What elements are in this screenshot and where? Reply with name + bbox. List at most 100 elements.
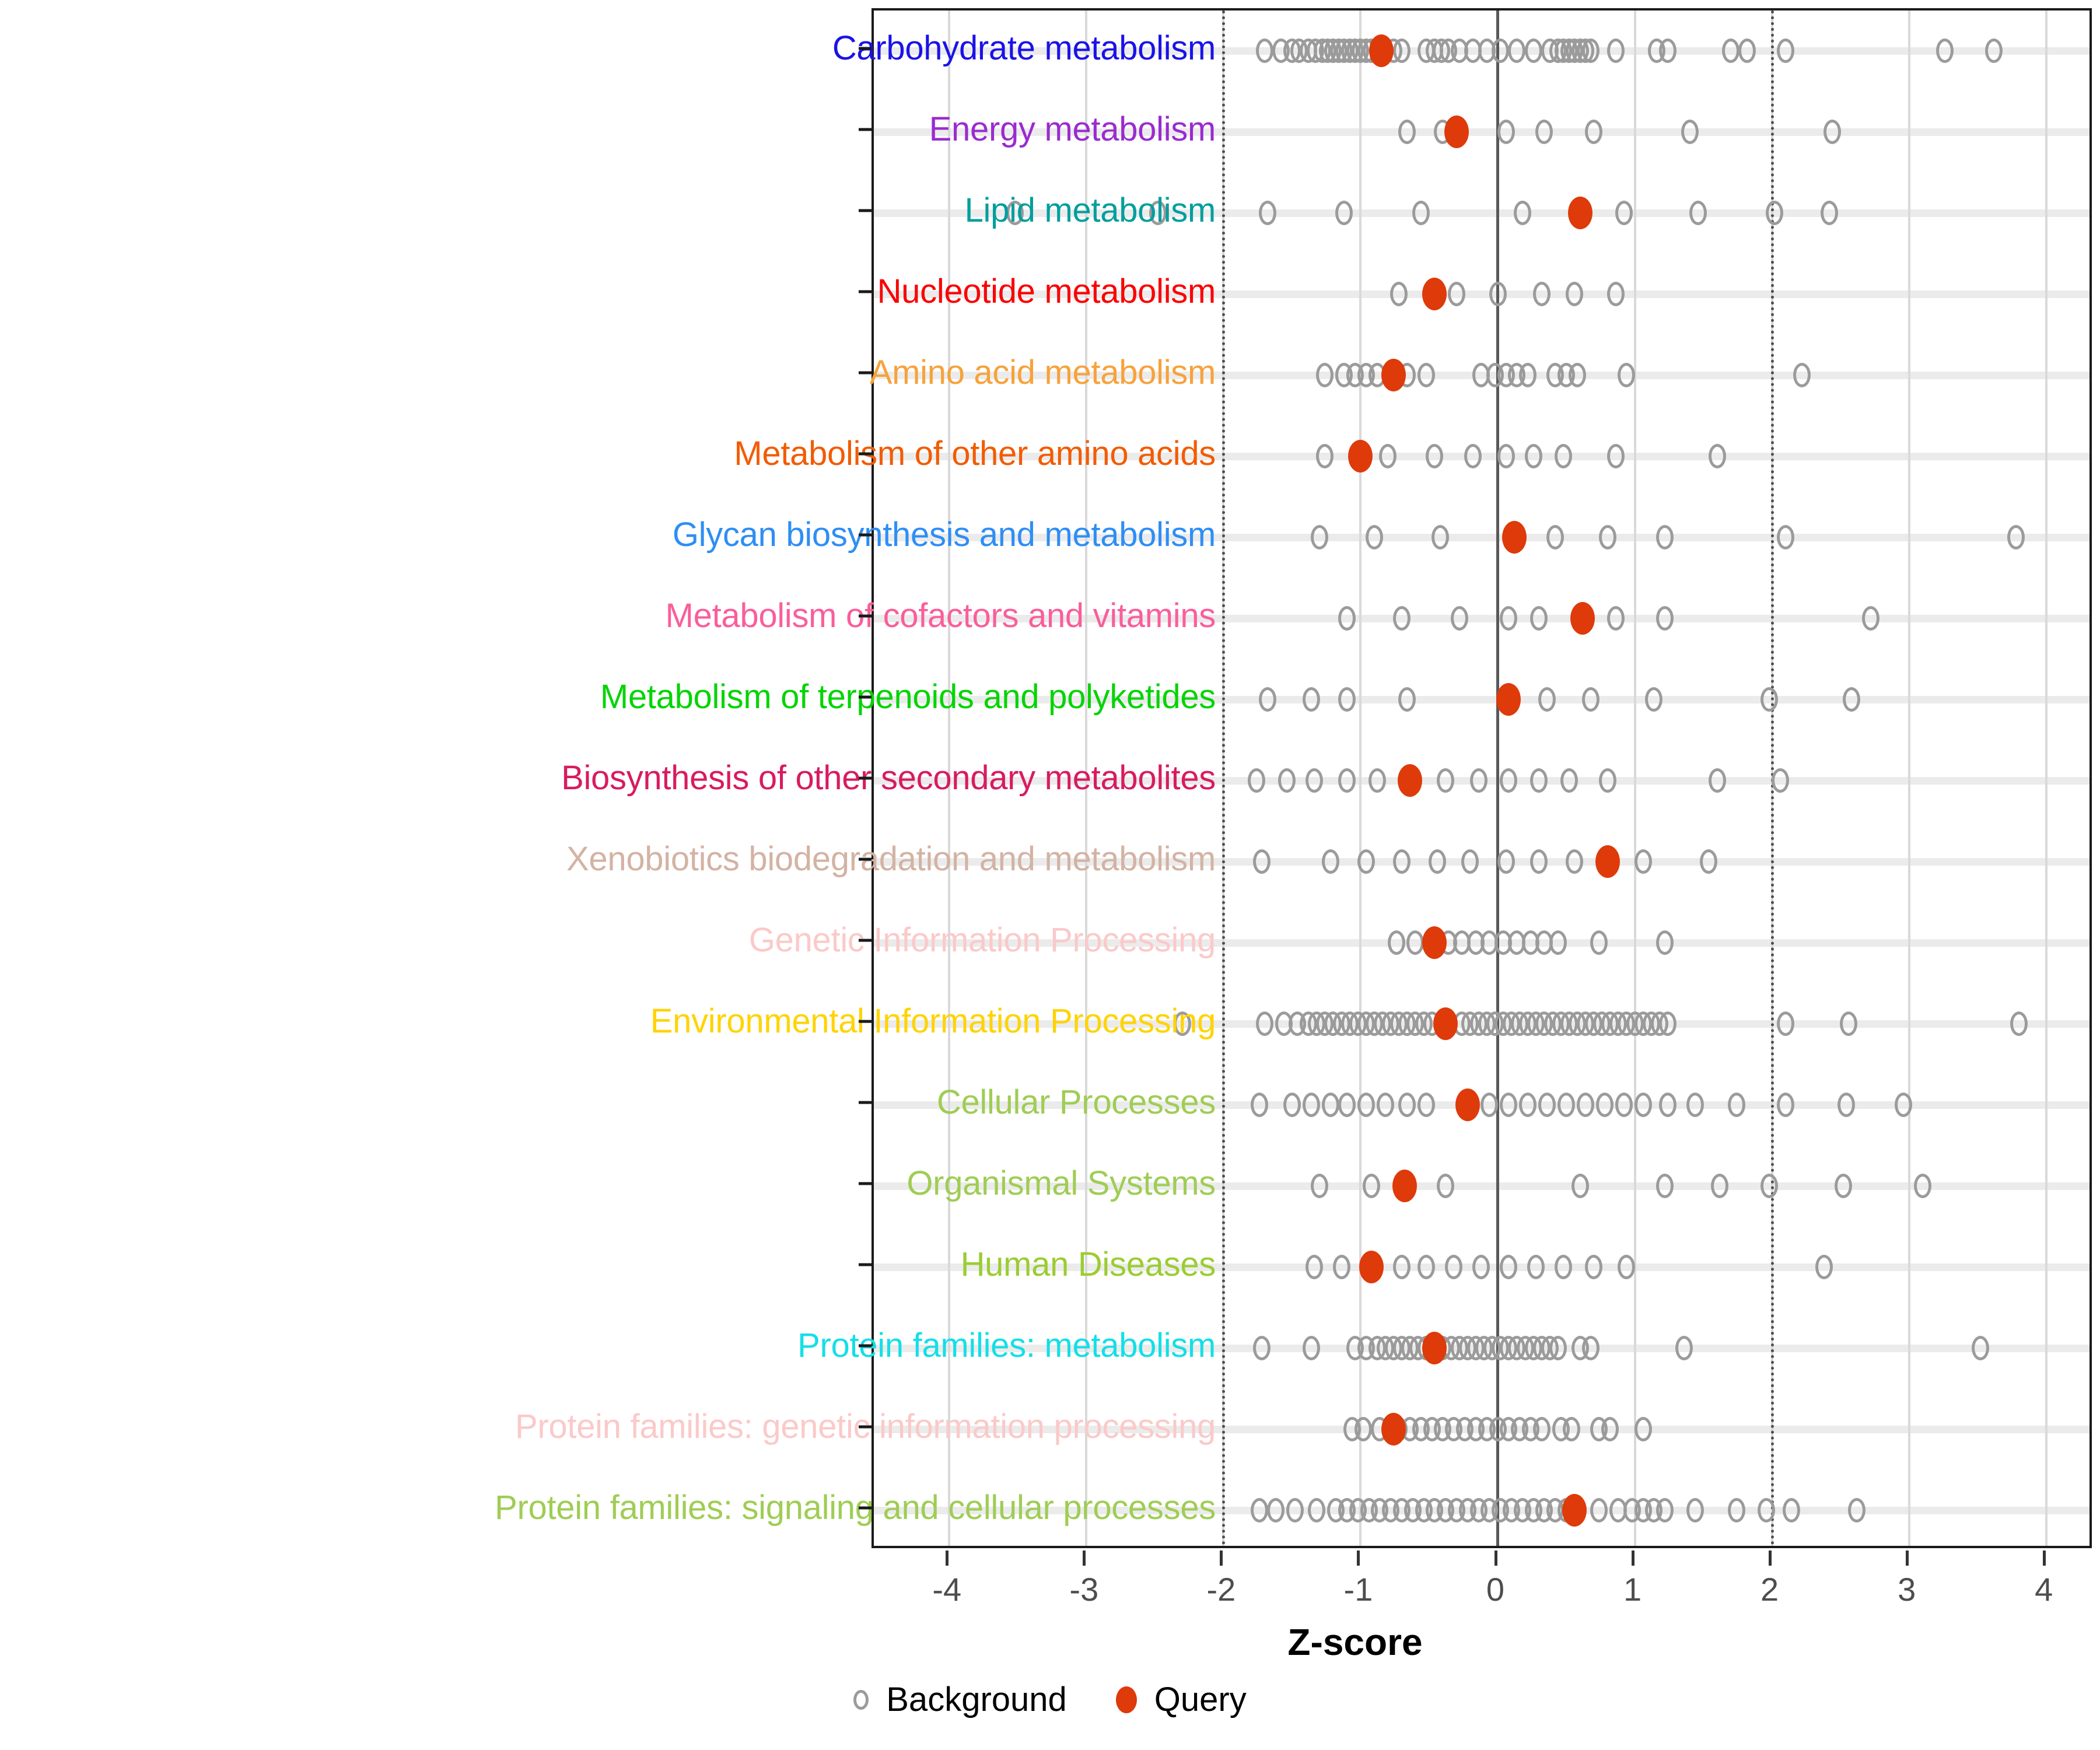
query-point[interactable] [1496, 683, 1521, 716]
background-point [1258, 201, 1276, 226]
background-point [1634, 1092, 1652, 1117]
background-point [1546, 525, 1564, 550]
query-point[interactable] [1562, 1493, 1587, 1527]
background-point [1585, 1254, 1603, 1279]
query-point[interactable] [1381, 1412, 1406, 1446]
y-axis-tick [859, 1020, 872, 1023]
background-point [1412, 201, 1430, 226]
y-axis-tick [859, 695, 872, 699]
background-point [1615, 201, 1633, 226]
background-point [1480, 1092, 1499, 1117]
background-point [1606, 282, 1625, 307]
background-point [1658, 38, 1676, 64]
legend-item-background[interactable]: Background [853, 1680, 1067, 1719]
query-point[interactable] [1368, 34, 1394, 68]
query-point[interactable] [1359, 1250, 1384, 1283]
background-point [1447, 282, 1465, 307]
query-point[interactable] [1455, 1088, 1480, 1121]
x-axis-tick-label: -2 [1206, 1571, 1236, 1608]
background-point [1549, 1335, 1567, 1360]
background-point [1500, 768, 1518, 793]
background-point [1658, 1092, 1676, 1117]
background-point [1283, 1092, 1301, 1117]
background-point [1338, 606, 1356, 631]
background-point [1310, 1173, 1328, 1198]
query-point[interactable] [1502, 521, 1527, 554]
background-point [1758, 1497, 1776, 1522]
background-point [1368, 768, 1386, 793]
x-axis-tick-label: -3 [1069, 1571, 1099, 1608]
background-point [1321, 849, 1339, 874]
background-point [1500, 1254, 1518, 1279]
x-gridline [1908, 10, 1910, 1546]
background-point [1492, 38, 1510, 64]
x-axis-tick-label: 1 [1623, 1571, 1642, 1608]
background-point [1782, 1497, 1800, 1522]
background-point [1708, 768, 1726, 793]
x-gridline [1633, 10, 1636, 1546]
x-axis-tick [1083, 1550, 1086, 1566]
query-point[interactable] [1422, 278, 1447, 311]
query-point[interactable] [1381, 359, 1406, 392]
background-point [1450, 606, 1468, 631]
background-point [1738, 38, 1756, 64]
x-axis-tick [1631, 1550, 1634, 1566]
background-point [1568, 363, 1586, 388]
reference-line [1222, 10, 1226, 1546]
background-point [1406, 930, 1424, 955]
background-point [1686, 1497, 1704, 1522]
background-point [1429, 849, 1447, 874]
background-point [1500, 606, 1518, 631]
row-gridline [874, 858, 2090, 866]
query-point[interactable] [1570, 602, 1595, 635]
background-point [1582, 38, 1600, 64]
x-gridline [2045, 10, 2048, 1546]
background-point [1606, 444, 1625, 469]
background-point [1418, 1254, 1436, 1279]
legend-label-query: Query [1154, 1681, 1247, 1718]
background-point [2010, 1011, 2028, 1036]
query-point[interactable] [1595, 845, 1620, 878]
query-point[interactable] [1422, 926, 1447, 959]
query-point[interactable] [1392, 1169, 1417, 1202]
y-axis-category-label: Human Diseases [960, 1245, 1216, 1283]
row-gridline [874, 128, 2090, 136]
query-point[interactable] [1433, 1007, 1458, 1040]
background-point [1461, 849, 1479, 874]
background-point [1842, 687, 1860, 712]
background-point [1363, 1173, 1381, 1198]
background-point [1305, 768, 1323, 793]
background-point [1464, 444, 1482, 469]
background-point [1332, 1254, 1350, 1279]
background-point [1302, 1335, 1320, 1360]
background-point [1255, 38, 1273, 64]
background-point [1437, 1173, 1455, 1198]
background-point [1524, 38, 1542, 64]
legend-item-query[interactable]: Query [1115, 1680, 1247, 1719]
x-axis-tick [946, 1550, 949, 1566]
query-point[interactable] [1444, 116, 1469, 149]
background-point [1656, 1497, 1674, 1522]
y-axis-category-label: Carbohydrate metabolism [832, 29, 1216, 68]
background-point [1431, 525, 1449, 550]
x-axis-tick [1768, 1550, 1772, 1566]
background-point [1549, 930, 1567, 955]
row-gridline [874, 453, 2090, 461]
background-point [1582, 687, 1600, 712]
x-axis-tick [1905, 1550, 1909, 1566]
query-point[interactable] [1398, 764, 1423, 797]
query-point[interactable] [1348, 440, 1373, 473]
background-point [1840, 1011, 1858, 1036]
background-point [1582, 1335, 1600, 1360]
background-point [1727, 1092, 1745, 1117]
background-point [1571, 1173, 1589, 1198]
background-point [1258, 687, 1276, 712]
y-axis-tick [859, 47, 872, 50]
background-point [1497, 849, 1515, 874]
background-point [1576, 1092, 1594, 1117]
background-point [1500, 1092, 1518, 1117]
background-point [1338, 1092, 1356, 1117]
query-point[interactable] [1422, 1331, 1447, 1364]
y-axis-category-label: Protein families: signaling and cellular… [495, 1488, 1216, 1527]
query-point[interactable] [1567, 197, 1592, 230]
